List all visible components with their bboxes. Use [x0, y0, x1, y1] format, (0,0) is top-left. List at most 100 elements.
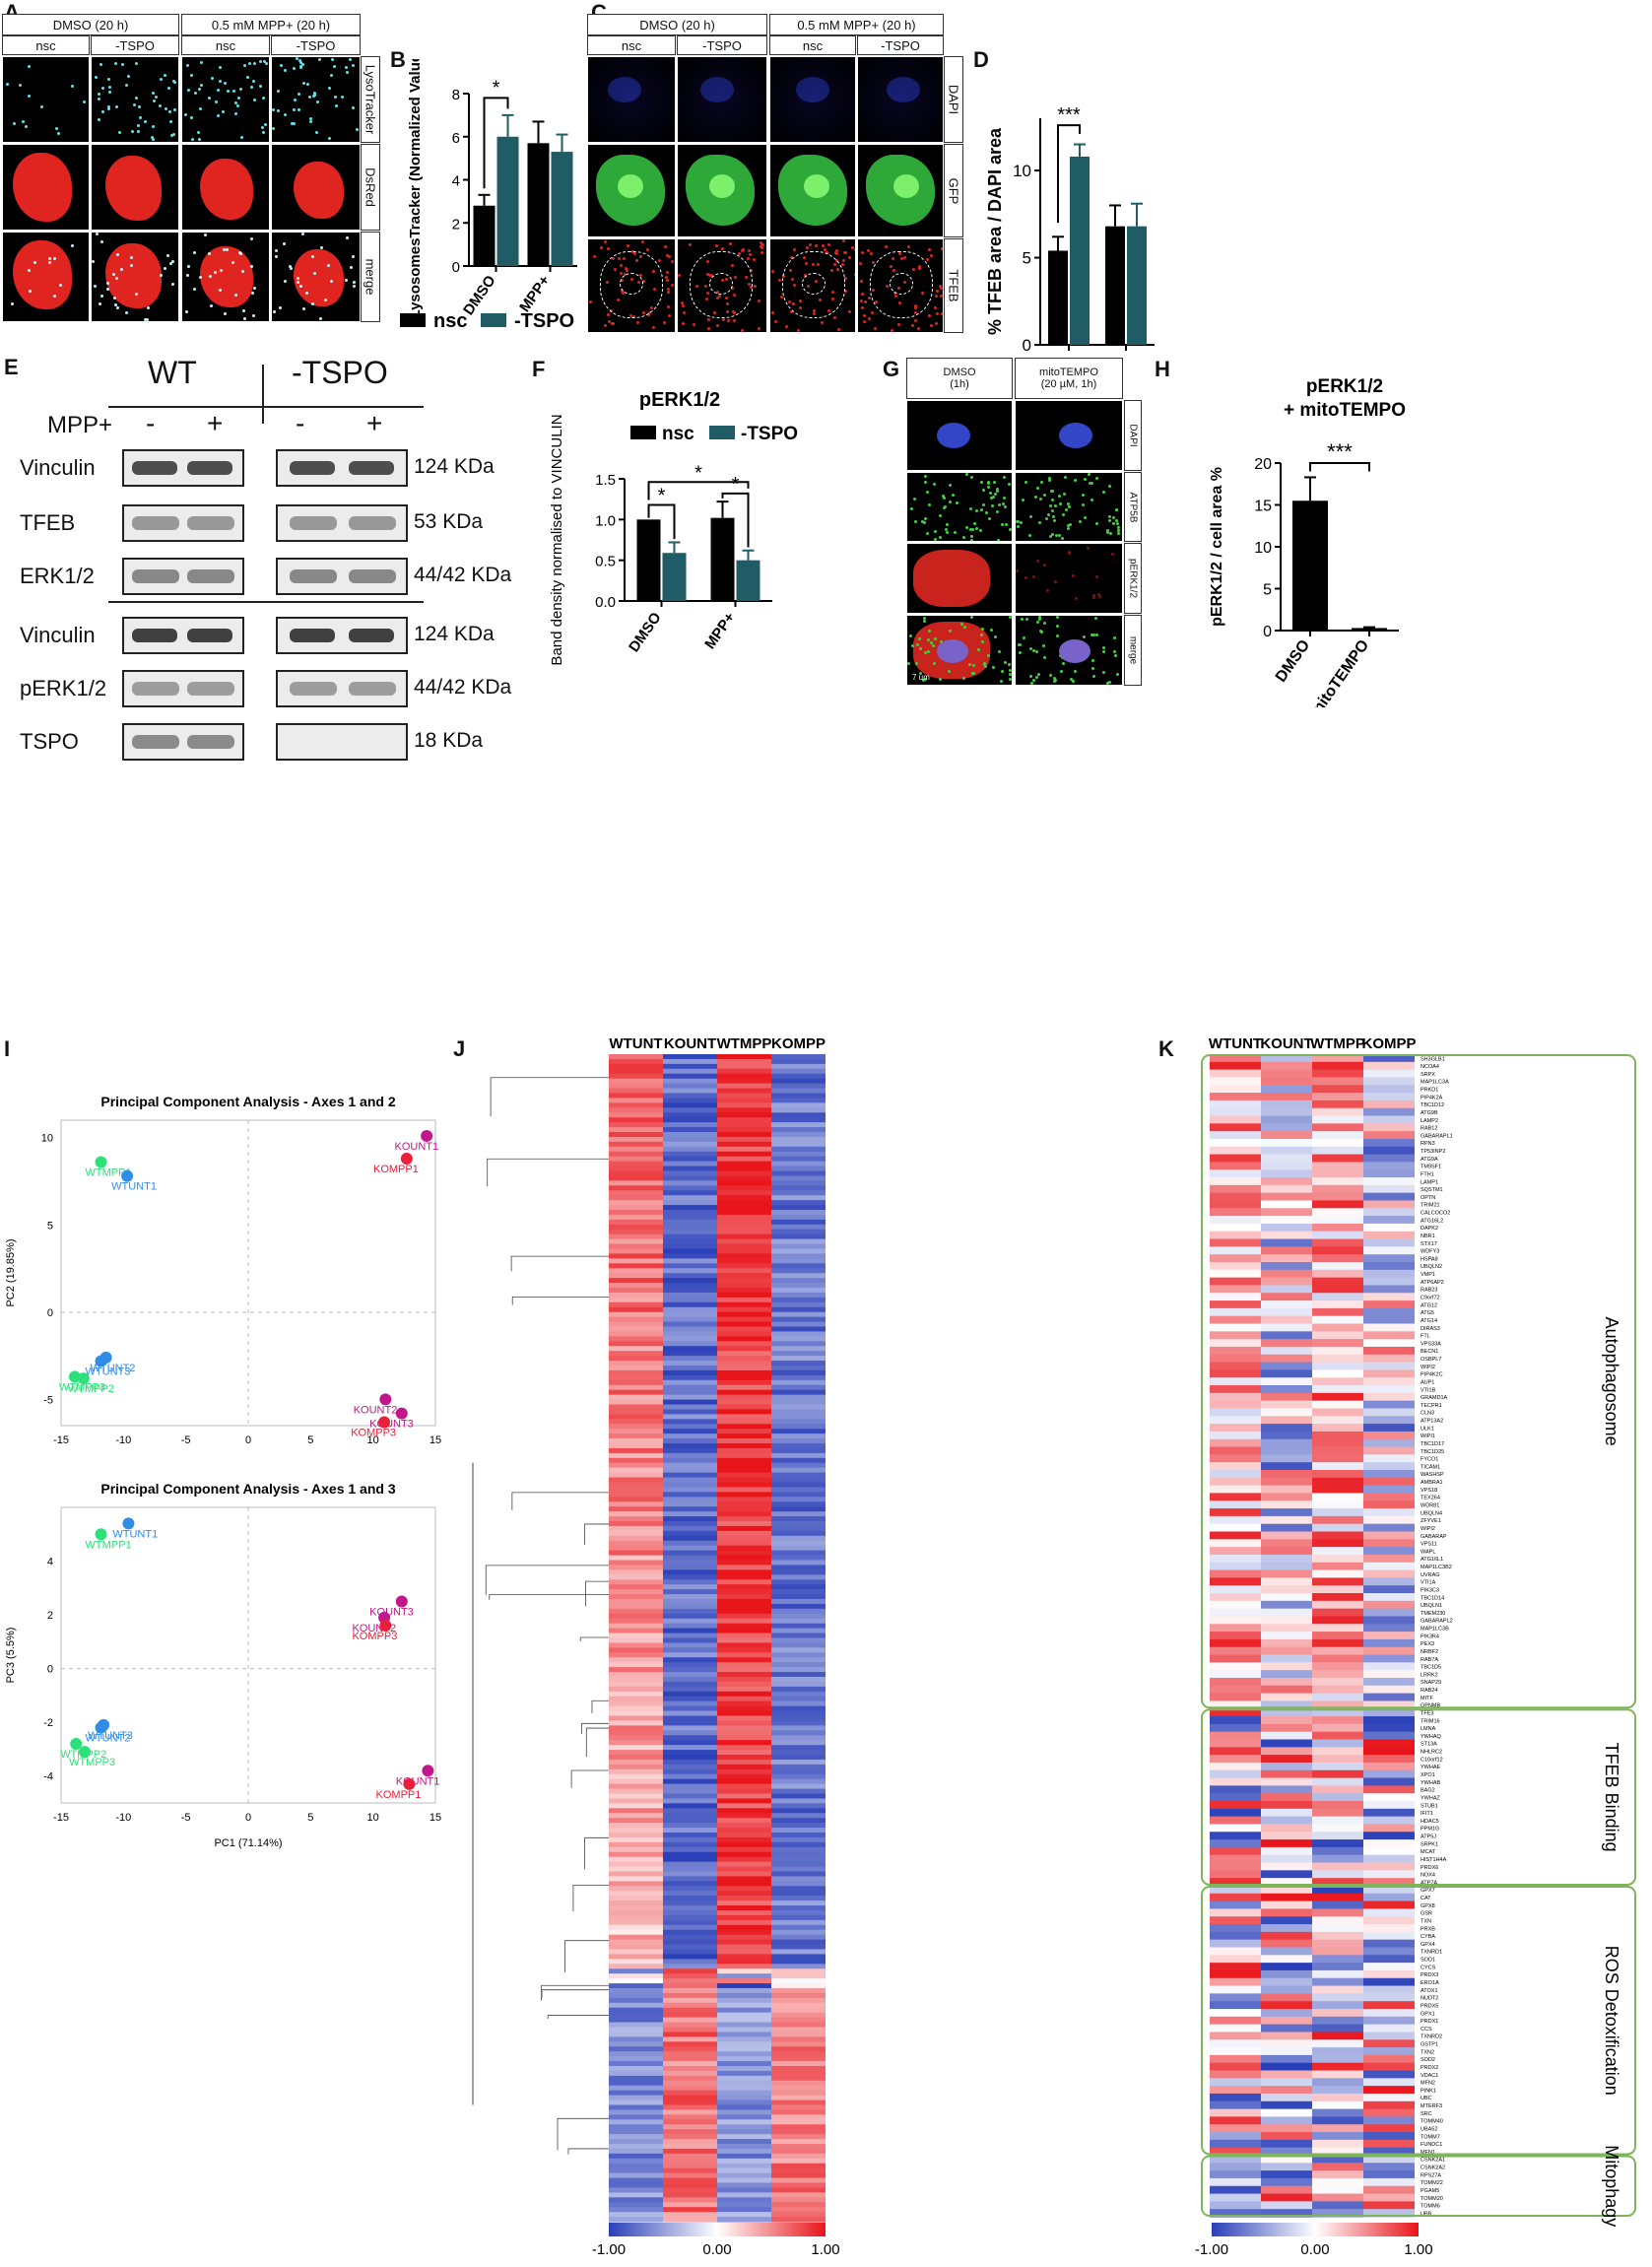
heatmap-cell	[771, 1306, 826, 1313]
cell-shape	[926, 491, 929, 494]
cell-shape	[1090, 482, 1093, 485]
heatmap-cell	[1261, 1416, 1312, 1425]
heatmap-cell	[609, 1394, 663, 1401]
heatmap-cell	[771, 1102, 826, 1108]
heatmap-cell	[663, 1389, 717, 1396]
gene-label: ST13A	[1421, 1742, 1437, 1748]
heatmap-cell	[663, 1146, 717, 1153]
heatmap-cell	[609, 1841, 663, 1848]
heatmap-cell	[771, 1180, 826, 1186]
cell-shape	[1040, 631, 1043, 633]
heatmap-cell	[609, 1599, 663, 1605]
heatmap-cell	[1312, 1392, 1363, 1402]
heatmap-cell	[771, 2148, 826, 2155]
gene-label: LAMP1	[1421, 1179, 1438, 1185]
heatmap-cell	[771, 1073, 826, 1080]
cell-shape	[232, 90, 235, 93]
cell-shape	[316, 100, 319, 103]
cell-shape	[263, 60, 266, 63]
cell-shape	[252, 80, 255, 83]
cell-shape	[722, 318, 725, 321]
colorbar-min-label: -1.00	[592, 2241, 626, 2258]
cell-shape	[946, 531, 949, 534]
heatmap-cell	[1363, 1424, 1415, 1433]
heatmap-cell	[771, 1063, 826, 1070]
heatmap-cell	[1363, 1608, 1415, 1618]
heatmap-cell	[717, 1214, 771, 1221]
cell-shape	[727, 319, 730, 322]
heatmap-cell	[1261, 1408, 1312, 1417]
cell-shape	[1016, 520, 1019, 523]
heatmap-cell	[771, 1793, 826, 1800]
pca-point-label: WTMPP3	[59, 1381, 105, 1393]
heatmap-cell	[609, 1808, 663, 1814]
cell-shape	[998, 503, 1001, 506]
heatmap-cell	[1210, 1154, 1261, 1164]
heatmap-cell	[1312, 1223, 1363, 1233]
cell-shape	[861, 293, 864, 296]
heatmap-cell	[771, 1828, 826, 1834]
heatmap-cell	[717, 1681, 771, 1688]
heatmap-cell	[717, 1978, 771, 1984]
heatmap-cell	[1363, 2124, 1415, 2133]
colorbar-min-label: -1.00	[1195, 2241, 1228, 2258]
heatmap-cell	[1363, 1969, 1415, 1979]
heatmap-cell	[663, 1511, 717, 1517]
cell-shape	[350, 266, 353, 269]
cell-shape	[199, 107, 202, 110]
heatmap-cell	[1363, 1993, 1415, 2002]
cell-shape	[13, 122, 16, 125]
heatmap-cell	[1312, 1146, 1363, 1156]
cell-shape	[934, 306, 937, 309]
heatmap-cell	[663, 2163, 717, 2169]
cell-shape	[108, 86, 111, 89]
heatmap-cell	[771, 2119, 826, 2125]
panel-c-col-tspo-2: -TSPO	[857, 35, 944, 55]
cell-shape	[92, 260, 95, 263]
heatmap-cell	[1210, 2163, 1261, 2171]
cell-shape	[1116, 673, 1119, 676]
heatmap-cell	[1210, 1878, 1261, 1887]
micrograph-image	[769, 144, 856, 237]
gene-label: CLN3	[1421, 1411, 1434, 1417]
heatmap-column-label: WTMPP	[1310, 1035, 1365, 1052]
cell-shape	[738, 252, 741, 255]
heatmap-cell	[771, 1336, 826, 1342]
heatmap-cell	[609, 1773, 663, 1780]
heatmap-cell	[1312, 1947, 1363, 1956]
cell-shape	[871, 311, 874, 314]
heatmap-cell	[1363, 1885, 1415, 1895]
gene-label: WIPI2	[1421, 1365, 1435, 1370]
cell-shape	[125, 84, 128, 87]
cell-shape	[842, 239, 845, 242]
cell-shape	[936, 290, 939, 293]
cell-shape	[1090, 499, 1093, 501]
heatmap-cell	[717, 1740, 771, 1746]
pca-point	[77, 1372, 90, 1385]
x-tick-label: 0	[245, 1812, 251, 1824]
heatmap-cell	[663, 2124, 717, 2130]
cell-shape	[219, 80, 222, 83]
cell-shape	[588, 57, 675, 142]
cell-shape	[771, 270, 774, 273]
cell-shape	[682, 322, 685, 325]
heatmap-cell	[771, 1798, 826, 1804]
cell-shape	[968, 663, 971, 666]
heatmap-cell	[609, 2100, 663, 2106]
cell-shape	[1058, 495, 1061, 498]
gene-label: UBQLN1	[1421, 1603, 1442, 1609]
heatmap-cell	[771, 1429, 826, 1434]
gene-label: MAP1LC3B2	[1421, 1565, 1452, 1570]
heatmap-cell	[663, 1642, 717, 1648]
heatmap-cell	[771, 2167, 826, 2174]
gene-label: XPO1	[1421, 1772, 1435, 1778]
heatmap-cell	[717, 1136, 771, 1143]
blot-protein-label: pERK1/2	[20, 676, 107, 700]
cell-shape	[900, 257, 903, 260]
gene-label: FTH1	[1421, 1171, 1434, 1177]
heatmap-cell	[609, 1419, 663, 1425]
heatmap-cell	[663, 1369, 717, 1376]
heatmap-cell	[717, 1073, 771, 1080]
cell-shape	[990, 629, 993, 632]
